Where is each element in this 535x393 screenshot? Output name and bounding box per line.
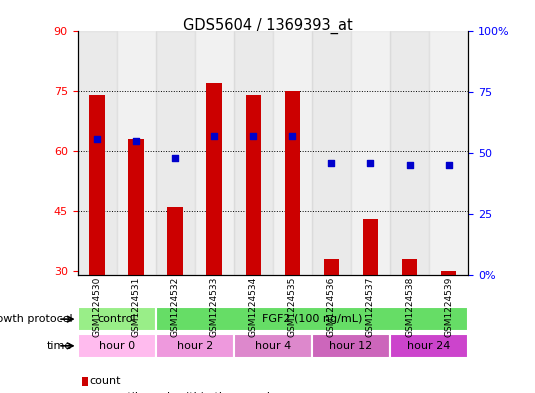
Text: control: control xyxy=(97,314,136,324)
Text: hour 2: hour 2 xyxy=(177,341,213,351)
Point xyxy=(249,133,258,140)
Bar xyxy=(390,31,429,275)
Bar xyxy=(441,271,456,275)
Text: hour 0: hour 0 xyxy=(98,341,135,351)
Text: GSM1224537: GSM1224537 xyxy=(366,277,375,338)
Text: FGF2 (100 ng/mL): FGF2 (100 ng/mL) xyxy=(262,314,362,324)
Point xyxy=(327,160,336,166)
Text: time: time xyxy=(47,341,72,351)
Bar xyxy=(78,31,117,275)
Bar xyxy=(390,334,468,358)
Text: hour 12: hour 12 xyxy=(330,341,372,351)
Bar xyxy=(117,31,156,275)
Bar xyxy=(429,31,468,275)
Point xyxy=(366,160,375,166)
Bar xyxy=(312,31,351,275)
Point xyxy=(132,138,140,144)
Bar xyxy=(312,334,390,358)
Bar xyxy=(78,307,156,331)
Text: GSM1224530: GSM1224530 xyxy=(93,277,102,338)
Text: GSM1224539: GSM1224539 xyxy=(444,277,453,338)
Bar xyxy=(156,307,468,331)
Text: GSM1224533: GSM1224533 xyxy=(210,277,219,338)
Text: count: count xyxy=(89,376,121,386)
Bar xyxy=(246,95,261,275)
Bar xyxy=(156,334,234,358)
Text: hour 4: hour 4 xyxy=(255,341,291,351)
Bar xyxy=(402,259,417,275)
Bar xyxy=(234,31,273,275)
Bar xyxy=(78,334,156,358)
Bar xyxy=(234,334,312,358)
Text: GSM1224538: GSM1224538 xyxy=(405,277,414,338)
Bar xyxy=(167,207,183,275)
Text: GSM1224534: GSM1224534 xyxy=(249,277,258,337)
Point xyxy=(445,162,453,169)
Bar xyxy=(351,31,390,275)
Text: GSM1224531: GSM1224531 xyxy=(132,277,141,338)
Text: GSM1224536: GSM1224536 xyxy=(327,277,336,338)
Point xyxy=(210,133,219,140)
Bar xyxy=(128,139,144,275)
Bar xyxy=(89,95,105,275)
Bar xyxy=(363,219,378,275)
Bar xyxy=(195,31,234,275)
Bar xyxy=(207,83,222,275)
Point xyxy=(288,133,297,140)
Point xyxy=(406,162,414,169)
Bar xyxy=(273,31,312,275)
Bar xyxy=(324,259,339,275)
Point xyxy=(93,136,102,142)
Text: percentile rank within the sample: percentile rank within the sample xyxy=(89,391,277,393)
Text: GDS5604 / 1369393_at: GDS5604 / 1369393_at xyxy=(182,18,353,34)
Point xyxy=(171,155,180,161)
Text: GSM1224532: GSM1224532 xyxy=(171,277,180,337)
Text: hour 24: hour 24 xyxy=(407,341,451,351)
Text: growth protocol: growth protocol xyxy=(0,314,72,324)
Text: GSM1224535: GSM1224535 xyxy=(288,277,297,338)
Bar xyxy=(156,31,195,275)
Bar xyxy=(285,91,300,275)
